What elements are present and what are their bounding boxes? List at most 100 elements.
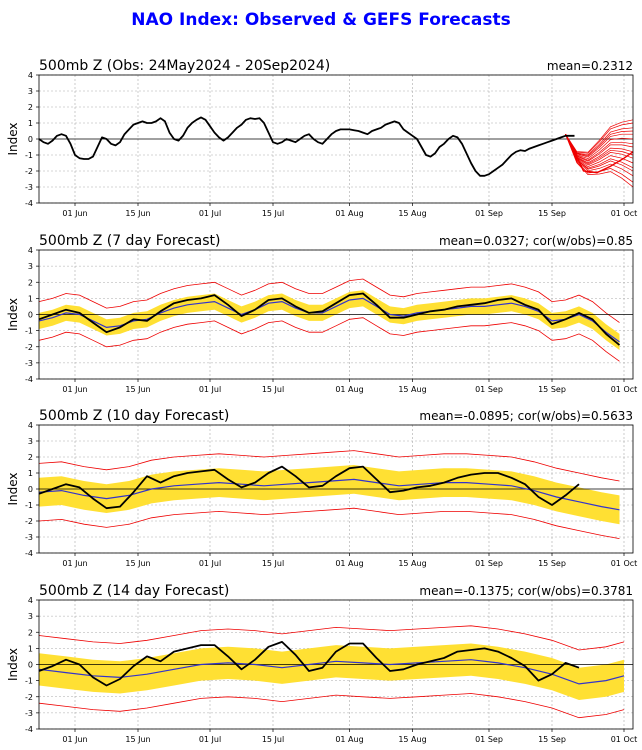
y-tick-label: 4 bbox=[28, 71, 33, 80]
x-tick-label: 01 Oct bbox=[611, 385, 638, 394]
y-tick-label: 3 bbox=[28, 87, 33, 96]
y-tick-label: -2 bbox=[25, 167, 33, 176]
y-tick-label: 1 bbox=[28, 294, 33, 303]
x-tick-label: 15 Jun bbox=[125, 735, 150, 744]
x-tick-label: 15 Sep bbox=[538, 559, 566, 568]
y-tick-label: 3 bbox=[28, 437, 33, 446]
y-tick-label: -3 bbox=[25, 709, 33, 718]
y-tick-label: 1 bbox=[28, 119, 33, 128]
x-tick-label: 01 Oct bbox=[611, 735, 638, 744]
y-tick-label: 4 bbox=[28, 246, 33, 255]
ensemble-mean-line bbox=[38, 659, 625, 685]
y-tick-label: -1 bbox=[25, 501, 33, 510]
y-tick-label: 0 bbox=[28, 311, 33, 320]
observed-nao-line bbox=[38, 292, 621, 346]
panel-title: 500mb Z (14 day Forecast) bbox=[39, 583, 229, 599]
x-tick-label: 15 Aug bbox=[398, 385, 426, 394]
x-tick-label: 01 Aug bbox=[335, 735, 363, 744]
chart-panel-3: -4 -3 -2 -1 0 1 2 3 4 01 Jun 15 Jun 01 Jul 15 Jul 01 … bbox=[6, 408, 637, 568]
y-tick-label: -3 bbox=[25, 533, 33, 542]
y-tick-label: 3 bbox=[28, 612, 33, 621]
main-title: NAO Index: Observed & GEFS Forecasts bbox=[131, 10, 511, 30]
y-tick-label: -4 bbox=[25, 199, 33, 208]
upper-envelope-line bbox=[38, 450, 620, 482]
spread-band bbox=[39, 465, 620, 525]
x-tick-label: 01 Jul bbox=[199, 559, 221, 568]
chart-panel-1: -4 -3 -2 -1 0 1 2 3 4 01 Jun 15 Jun 01 Jul 15 Jul 01 … bbox=[6, 58, 637, 218]
x-tick-label: 15 Jul bbox=[262, 735, 284, 744]
ensemble-member-line bbox=[565, 133, 633, 158]
chart-panel-2: -4 -3 -2 -1 0 1 2 3 4 01 Jun 15 Jun 01 Jul 15 Jul 01 … bbox=[6, 233, 637, 394]
y-tick-label: 2 bbox=[28, 278, 33, 287]
y-tick-label: -3 bbox=[25, 183, 33, 192]
panel-title: 500mb Z (7 day Forecast) bbox=[39, 233, 220, 249]
y-tick-label: -2 bbox=[25, 517, 33, 526]
y-tick-label: 1 bbox=[28, 644, 33, 653]
x-tick-label: 15 Aug bbox=[398, 559, 426, 568]
spread-band bbox=[39, 290, 620, 350]
ensemble-member-line bbox=[565, 122, 634, 154]
y-tick-label: -1 bbox=[25, 327, 33, 336]
x-tick-label: 15 Sep bbox=[538, 385, 566, 394]
lower-envelope-line bbox=[38, 693, 625, 719]
y-tick-label: 4 bbox=[28, 421, 33, 430]
y-tick-label: 2 bbox=[28, 103, 33, 112]
x-tick-label: 15 Jun bbox=[125, 385, 150, 394]
x-tick-label: 15 Sep bbox=[538, 735, 566, 744]
ensemble-member-line bbox=[565, 134, 634, 177]
x-tick-label: 01 Oct bbox=[611, 209, 638, 218]
ensemble-mean-line bbox=[38, 297, 620, 343]
observed-nao-line bbox=[38, 641, 580, 687]
panel-stats: mean=-0.0895; cor(w/obs)=0.5633 bbox=[419, 409, 633, 423]
lower-envelope-line bbox=[38, 317, 620, 362]
ensemble-mean-line bbox=[564, 133, 634, 174]
upper-envelope-line bbox=[38, 625, 625, 651]
y-axis-label: Index bbox=[6, 648, 20, 681]
observed-nao-line bbox=[38, 465, 580, 510]
x-tick-label: 01 Jun bbox=[62, 559, 87, 568]
upper-envelope-line bbox=[38, 278, 620, 323]
y-tick-label: -2 bbox=[25, 693, 33, 702]
x-tick-label: 01 Jun bbox=[62, 735, 87, 744]
y-tick-label: 2 bbox=[28, 453, 33, 462]
x-tick-label: 01 Sep bbox=[475, 385, 503, 394]
y-axis-label: Index bbox=[6, 298, 20, 331]
panel-title: 500mb Z (Obs: 24May2024 - 20Sep2024) bbox=[39, 58, 330, 74]
y-tick-label: 1 bbox=[28, 469, 33, 478]
x-tick-label: 01 Aug bbox=[335, 209, 363, 218]
x-tick-label: 15 Jun bbox=[125, 209, 150, 218]
y-axis-label: Index bbox=[6, 472, 20, 505]
y-tick-label: 0 bbox=[28, 661, 33, 670]
y-tick-label: -4 bbox=[25, 549, 33, 558]
y-tick-label: 4 bbox=[28, 596, 33, 605]
x-tick-label: 01 Aug bbox=[335, 385, 363, 394]
y-tick-label: 0 bbox=[28, 135, 33, 144]
x-tick-label: 01 Sep bbox=[475, 559, 503, 568]
x-tick-label: 15 Jun bbox=[125, 559, 150, 568]
y-axis-label: Index bbox=[6, 122, 20, 155]
panel-stats: mean=-0.1375; cor(w/obs)=0.3781 bbox=[419, 584, 633, 598]
x-tick-label: 01 Oct bbox=[611, 559, 638, 568]
x-tick-label: 15 Jul bbox=[262, 559, 284, 568]
x-tick-label: 15 Jul bbox=[262, 209, 284, 218]
x-tick-label: 15 Jul bbox=[262, 385, 284, 394]
x-tick-label: 01 Jun bbox=[62, 209, 87, 218]
x-tick-label: 01 Sep bbox=[475, 209, 503, 218]
x-tick-label: 01 Jul bbox=[199, 735, 221, 744]
y-tick-label: -1 bbox=[25, 677, 33, 686]
x-tick-label: 15 Aug bbox=[398, 735, 426, 744]
lower-envelope-line bbox=[38, 507, 620, 539]
ensemble-member-line bbox=[565, 127, 634, 156]
y-tick-label: -3 bbox=[25, 359, 33, 368]
y-tick-label: -2 bbox=[25, 343, 33, 352]
x-tick-label: 01 Sep bbox=[475, 735, 503, 744]
spread-band bbox=[39, 643, 624, 700]
panel-title: 500mb Z (10 day Forecast) bbox=[39, 408, 229, 424]
x-tick-label: 01 Jun bbox=[62, 385, 87, 394]
x-tick-label: 15 Aug bbox=[398, 209, 426, 218]
y-tick-label: 0 bbox=[28, 485, 33, 494]
panel-stats: mean=0.0327; cor(w/obs)=0.85 bbox=[439, 234, 633, 248]
x-tick-label: 01 Jul bbox=[199, 209, 221, 218]
y-tick-label: 3 bbox=[28, 262, 33, 271]
